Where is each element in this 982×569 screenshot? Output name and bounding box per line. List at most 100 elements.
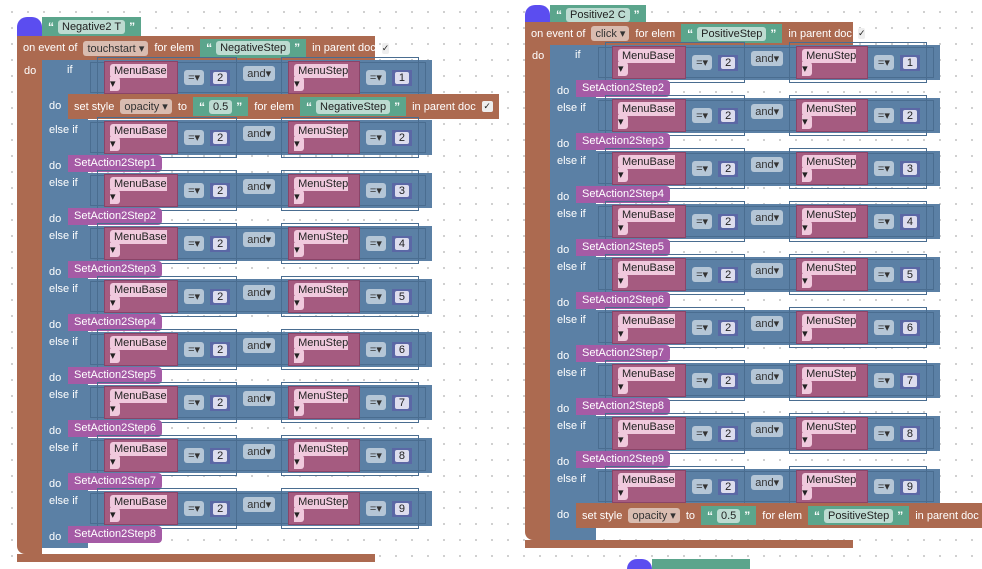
and-condition-block[interactable]: MenuBase ▾ =▾ 2 and▾ MenuStep ▾ =▾ 5 <box>90 276 426 317</box>
number-value[interactable]: 6 <box>394 343 409 356</box>
menustep-variable-block[interactable]: MenuStep ▾ <box>796 205 868 238</box>
number-value[interactable]: 7 <box>394 396 409 409</box>
step-compare-block[interactable]: MenuStep ▾ =▾ 8 <box>281 435 419 476</box>
number-value[interactable]: 9 <box>394 502 409 515</box>
number-value[interactable]: 3 <box>902 162 917 175</box>
menustep-variable-block[interactable]: MenuStep ▾ <box>796 99 868 132</box>
operator-dropdown[interactable]: =▾ <box>692 267 713 282</box>
procedure-call-block[interactable]: SetAction2Step6 <box>68 420 162 437</box>
number-block[interactable]: 7 <box>899 372 920 389</box>
step-compare-block[interactable]: MenuStep ▾ =▾ 4 <box>281 223 419 264</box>
number-block[interactable]: 2 <box>210 129 231 146</box>
variable-dropdown[interactable]: MenuStep ▾ <box>294 177 349 204</box>
variable-dropdown[interactable]: MenuBase ▾ <box>110 124 167 151</box>
base-compare-block[interactable]: MenuBase ▾ =▾ 2 <box>605 413 746 454</box>
step-compare-block[interactable]: MenuStep ▾ =▾ 5 <box>281 276 419 317</box>
variable-dropdown[interactable]: MenuStep ▾ <box>294 336 349 363</box>
hat-block[interactable] <box>525 5 550 22</box>
operator-dropdown[interactable]: =▾ <box>873 214 894 229</box>
menustep-variable-block[interactable]: MenuStep ▾ <box>796 364 868 397</box>
variable-dropdown[interactable]: MenuStep ▾ <box>294 230 349 257</box>
operator-dropdown[interactable]: =▾ <box>692 161 713 176</box>
step-compare-block[interactable]: MenuStep ▾ =▾ 6 <box>281 329 419 370</box>
number-block[interactable]: 4 <box>391 235 412 252</box>
step-compare-block[interactable]: MenuStep ▾ =▾ 1 <box>789 42 927 83</box>
operator-dropdown[interactable]: =▾ <box>365 183 386 198</box>
operator-dropdown[interactable]: =▾ <box>692 55 713 70</box>
and-operator-dropdown[interactable]: and▾ <box>243 232 276 247</box>
procedure-call-block[interactable]: SetAction2Step1 <box>68 155 162 172</box>
variable-dropdown[interactable]: MenuBase ▾ <box>618 49 675 76</box>
menustep-variable-block[interactable]: MenuStep ▾ <box>796 417 868 450</box>
number-block[interactable]: 2 <box>899 107 920 124</box>
operator-dropdown[interactable]: =▾ <box>184 236 205 251</box>
in-parent-doc-checkbox[interactable]: ✓ <box>481 101 493 112</box>
operator-dropdown[interactable]: =▾ <box>873 479 894 494</box>
procedure-call-block[interactable]: SetAction2Step8 <box>68 526 162 543</box>
operator-dropdown[interactable]: =▾ <box>365 448 386 463</box>
and-operator-dropdown[interactable]: and▾ <box>751 316 784 331</box>
variable-dropdown[interactable]: MenuStep ▾ <box>802 208 857 235</box>
menustep-variable-block[interactable]: MenuStep ▾ <box>796 46 868 79</box>
step-compare-block[interactable]: MenuStep ▾ =▾ 2 <box>789 95 927 136</box>
number-block[interactable]: 2 <box>718 319 739 336</box>
number-value[interactable]: 2 <box>721 321 736 334</box>
variable-dropdown[interactable]: MenuBase ▾ <box>110 283 167 310</box>
event-block-header[interactable]: on event of touchstart ▾ for elem “Negative… <box>17 36 390 60</box>
operator-dropdown[interactable]: =▾ <box>873 108 894 123</box>
variable-dropdown[interactable]: MenuStep ▾ <box>294 442 349 469</box>
elem-string-block[interactable]: “PositiveStep” <box>808 506 910 525</box>
number-block[interactable]: 2 <box>718 107 739 124</box>
procedure-call-block[interactable]: SetAction2Step8 <box>576 398 670 415</box>
variable-dropdown[interactable]: MenuBase ▾ <box>618 473 675 500</box>
base-compare-block[interactable]: MenuBase ▾ =▾ 2 <box>605 148 746 189</box>
and-operator-dropdown[interactable]: and▾ <box>751 369 784 384</box>
operator-dropdown[interactable]: =▾ <box>692 373 713 388</box>
and-operator-dropdown[interactable]: and▾ <box>243 497 276 512</box>
style-value[interactable]: 0.5 <box>717 508 741 523</box>
number-value[interactable]: 2 <box>213 449 228 462</box>
base-compare-block[interactable]: MenuBase ▾ =▾ 2 <box>605 360 746 401</box>
operator-dropdown[interactable]: =▾ <box>184 289 205 304</box>
number-value[interactable]: 2 <box>213 502 228 515</box>
step-compare-block[interactable]: MenuStep ▾ =▾ 9 <box>281 488 419 529</box>
number-value[interactable]: 1 <box>902 56 917 69</box>
number-value[interactable]: 9 <box>902 480 917 493</box>
and-condition-block[interactable]: MenuBase ▾ =▾ 2 and▾ MenuStep ▾ =▾ 3 <box>90 170 426 211</box>
elem-string-block[interactable]: “PositiveStep” <box>681 24 783 43</box>
number-value[interactable]: 2 <box>721 109 736 122</box>
set-style-block[interactable]: set style opacity ▾ to “0.5” for elem “Positi… <box>576 503 982 528</box>
number-value[interactable]: 2 <box>213 184 228 197</box>
in-parent-doc-checkbox[interactable]: ✓ <box>857 28 866 39</box>
number-value[interactable]: 8 <box>902 427 917 440</box>
menustep-variable-block[interactable]: MenuStep ▾ <box>288 121 360 154</box>
and-condition-block[interactable]: MenuBase ▾ =▾ 2 and▾ MenuStep ▾ =▾ 7 <box>90 382 426 423</box>
number-block[interactable]: 3 <box>391 182 412 199</box>
number-value[interactable]: 2 <box>721 374 736 387</box>
elem-string-block[interactable]: “NegativeStep” <box>200 38 307 58</box>
event-dropdown[interactable]: click ▾ <box>591 26 630 41</box>
number-block[interactable]: 9 <box>391 500 412 517</box>
operator-dropdown[interactable]: =▾ <box>184 130 205 145</box>
elem-value[interactable]: NegativeStep <box>316 99 391 114</box>
hat-name-string[interactable]: “ Positive2 C” <box>550 5 646 24</box>
procedure-call-block[interactable]: SetAction2Step2 <box>68 208 162 225</box>
step-compare-block[interactable]: MenuStep ▾ =▾ 9 <box>789 466 927 507</box>
step-compare-block[interactable]: MenuStep ▾ =▾ 7 <box>281 382 419 423</box>
number-value[interactable]: 7 <box>902 374 917 387</box>
and-operator-dropdown[interactable]: and▾ <box>751 210 784 225</box>
menustep-variable-block[interactable]: MenuStep ▾ <box>288 439 360 472</box>
operator-dropdown[interactable]: =▾ <box>873 426 894 441</box>
operator-dropdown[interactable]: =▾ <box>184 183 205 198</box>
variable-dropdown[interactable]: MenuStep ▾ <box>802 314 857 341</box>
and-condition-block[interactable]: MenuBase ▾ =▾ 2 and▾ MenuStep ▾ =▾ 7 <box>598 360 934 401</box>
variable-dropdown[interactable]: MenuStep ▾ <box>802 155 857 182</box>
number-block[interactable]: 2 <box>210 447 231 464</box>
procedure-call-block[interactable]: SetAction2Step4 <box>576 186 670 203</box>
operator-dropdown[interactable]: =▾ <box>365 395 386 410</box>
and-condition-block[interactable]: MenuBase ▾ =▾ 2 and▾ MenuStep ▾ =▾ 6 <box>90 329 426 370</box>
menustep-variable-block[interactable]: MenuStep ▾ <box>796 470 868 503</box>
operator-dropdown[interactable]: =▾ <box>184 70 205 85</box>
style-value-string-block[interactable]: “ 0.5” <box>193 97 249 116</box>
style-property-dropdown[interactable]: opacity ▾ <box>120 99 172 114</box>
